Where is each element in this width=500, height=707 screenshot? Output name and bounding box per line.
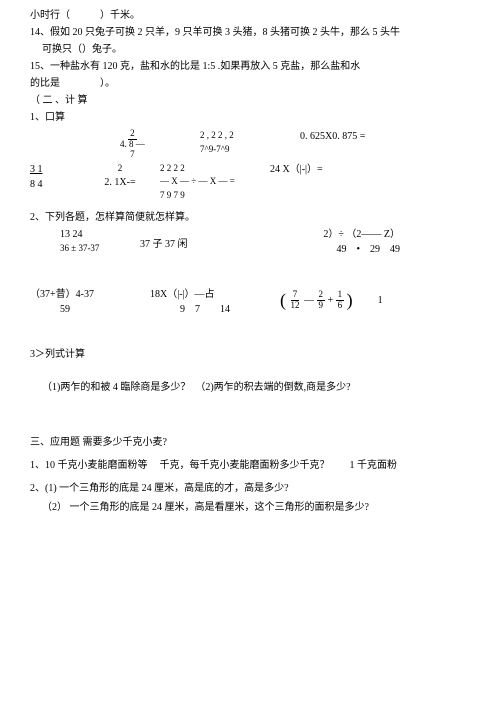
q2-c-bot: 49 • 29 49: [240, 242, 400, 257]
q2-b1: 37 子 37 闲: [140, 227, 240, 257]
q2b-after: 1: [378, 295, 383, 306]
intro-line-1: 小时行（ ）千米。: [30, 8, 470, 23]
q2b-b1: 18X（|-|）—占: [150, 287, 280, 302]
q2-c-top: 2）÷ （2—— Z）: [240, 227, 400, 242]
calc1-c: 0. 625X0. 875 =: [300, 129, 430, 160]
section-app-title: 三、应用题 需要多少千克小麦?: [30, 435, 470, 450]
q2b-b2: 9 7 14: [150, 302, 280, 317]
frac-2: 2 9: [317, 290, 326, 311]
calc2-left-top: 3 1: [30, 162, 80, 177]
section-2-title: （ 二 、计 算: [30, 93, 470, 108]
frac-1: 7 12: [289, 290, 302, 311]
frac-3: 1 6: [336, 290, 345, 311]
q1-title: 1、口算: [30, 110, 470, 125]
calc1-b-top: 2 , 2 2 , 2: [200, 129, 300, 143]
q2-row-1: 13 24 36 ± 37-37 37 子 37 闲 2）÷ （2—— Z） 4…: [30, 227, 470, 257]
section-3-q: （1)两乍的和被 4 臨除商是多少？ （2)两乍的积去端的倒数,商是多少?: [42, 380, 470, 395]
intro-line-3: 可换只（）兔子。: [42, 42, 470, 57]
calc2-frac-top: 2 2 2 2: [160, 162, 270, 176]
calc2-right: 24 X（|-|）=: [270, 162, 380, 203]
calc2-mid: 2. 1X-=: [80, 175, 160, 190]
q2-a1: 13 24: [60, 227, 140, 242]
intro-line-4: 15、一种盐水有 120 克，盐和水的比是 1:5 .如果再放入 5 克盐，那么…: [30, 59, 470, 74]
paren-r: ): [347, 290, 353, 310]
q2b-a1: （37+昔）4-37: [30, 287, 150, 302]
q2b-row: （37+昔）4-37 59 18X（|-|）—占 9 7 14 ( 7 12 —…: [30, 287, 470, 317]
calc1-b-mid: 7^9-7^9: [200, 143, 300, 157]
app-q2a: 2、(1) 一个三角形的底是 24 厘米，高是底的才，高是多少?: [30, 481, 470, 496]
q2-a2: 36 ± 37-37: [60, 242, 140, 256]
app-q1: 1、10 千克小麦能磨面粉等 千克，每千克小麦能磨面粉多少千克？ 1 千克面粉: [30, 458, 470, 473]
calc1-a: 2 4. 8 — 7: [120, 129, 145, 160]
q2-title: 2、下列各题，怎样算简便就怎样算。: [30, 210, 470, 225]
section-3-title: 3＞列式计算: [30, 347, 470, 362]
calc2-mid-top: 2: [80, 162, 160, 176]
q2b-a2: 59: [30, 302, 150, 317]
app-q2b: （2） 一个三角形的底是 24 厘米，高是看厘米，这个三角形的面积是多少?: [42, 500, 470, 515]
intro-line-2: 14、假如 20 只兔子可换 2 只羊，9 只羊可换 3 头猪，8 头猪可换 2…: [30, 25, 470, 40]
calc2-frac-ops: — X — ÷ — X — =: [160, 176, 235, 186]
intro-line-5: 的比是 ）。: [30, 76, 470, 91]
calc2-frac-bot: 7 9 7 9: [160, 189, 270, 203]
calc-row-1: 2 4. 8 — 7 2 , 2 2 , 2 7^9-7^9 0. 625X0.…: [30, 129, 470, 160]
paren-l: (: [280, 290, 286, 310]
calc-row-2: 3 1 8 4 2 2. 1X-= 2 2 2 2 — X — ÷ — X — …: [30, 162, 470, 203]
calc2-left-bot: 8 4: [30, 177, 80, 192]
